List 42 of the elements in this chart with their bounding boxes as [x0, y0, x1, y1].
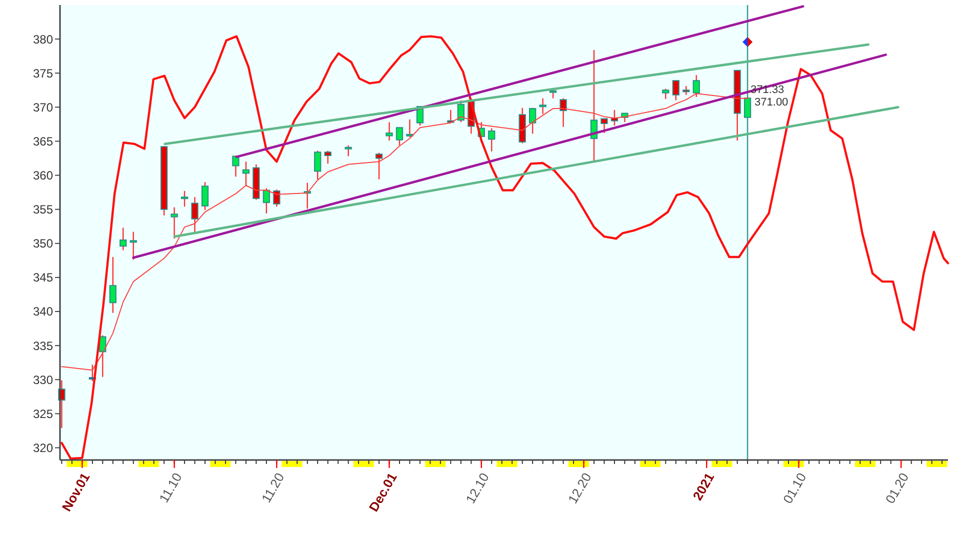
candlestick: [201, 181, 209, 211]
y-tick-label: 340: [32, 304, 54, 319]
y-tick-label: 360: [32, 168, 54, 182]
candlestick: [560, 98, 567, 128]
candlestick: [109, 256, 116, 314]
candlestick: [130, 231, 137, 260]
candlestick: [242, 161, 250, 186]
candlestick: [120, 227, 127, 251]
candlestick: [457, 100, 464, 123]
y-tick-label: 370: [32, 100, 54, 114]
candlestick: [539, 98, 546, 115]
candlestick: [170, 206, 178, 240]
candlestick: [692, 74, 700, 98]
candlestick: [324, 150, 332, 164]
candlestick: [600, 118, 608, 134]
candlestick: [191, 196, 198, 234]
annotation: 371.33: [750, 84, 784, 96]
candlestick: [488, 128, 496, 152]
y-tick-label: 325: [32, 406, 54, 421]
candlestick: [344, 144, 352, 157]
y-tick-label: 345: [32, 270, 54, 285]
candlestick: [232, 154, 240, 178]
candlestick: [396, 127, 404, 146]
y-tick-label: 375: [32, 66, 54, 80]
y-tick-label: 330: [32, 372, 54, 387]
y-tick-label: 320: [32, 440, 54, 455]
candlestick: [529, 107, 536, 134]
candlestick: [662, 88, 670, 100]
candlestick: [386, 122, 393, 142]
y-tick-label: 365: [32, 134, 54, 148]
y-tick-label: 355: [32, 202, 54, 217]
candlestick: [406, 118, 414, 138]
candlestick: [180, 190, 188, 208]
annotation: 371.00: [754, 96, 788, 108]
candlestick: [314, 150, 322, 180]
candlestick: [273, 188, 280, 208]
y-tick-label: 350: [32, 236, 54, 251]
candlestick: [744, 96, 752, 118]
candlestick: [672, 80, 680, 101]
y-tick-label: 335: [32, 338, 54, 353]
candlestick: [375, 152, 383, 180]
y-tick-label: 380: [32, 32, 54, 46]
